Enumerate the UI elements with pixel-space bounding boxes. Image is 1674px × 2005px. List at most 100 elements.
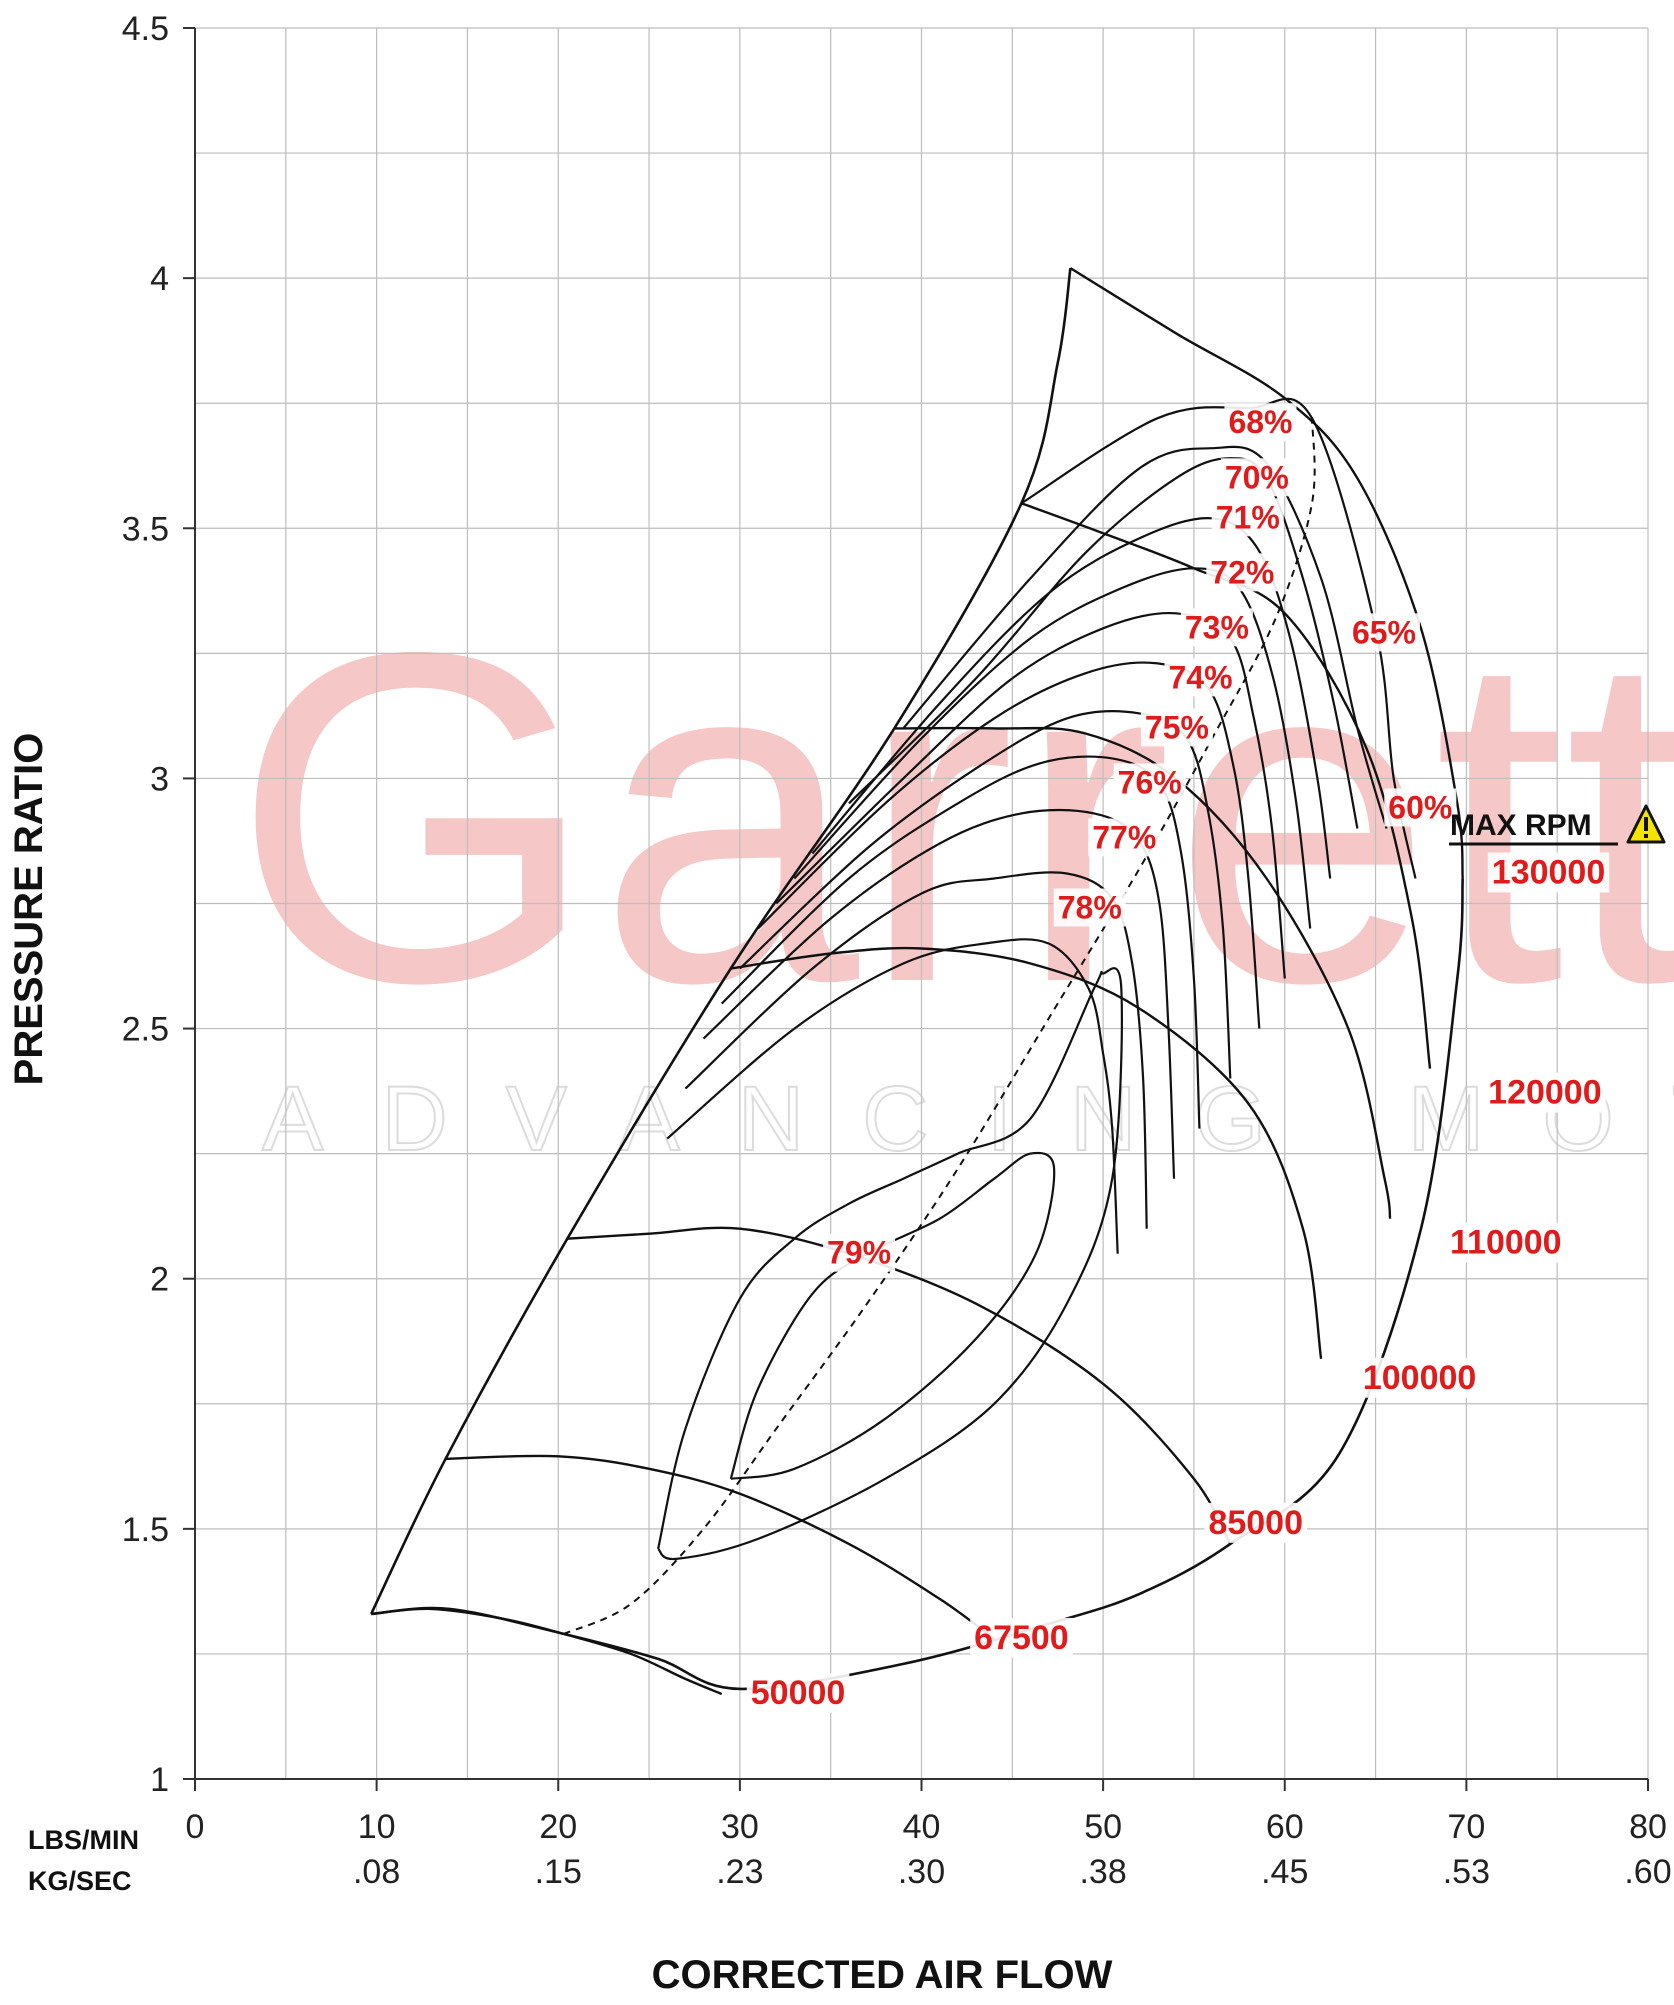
grid <box>194 27 1649 1780</box>
efficiency-label-78-group: 78% <box>1053 888 1126 927</box>
efficiency-label-72-bg <box>1206 553 1279 592</box>
efficiency-label-71: 71% <box>1216 499 1280 535</box>
speed-label-130000: 130000 <box>1492 853 1605 891</box>
max-rpm-label: MAX RPM <box>1450 809 1592 842</box>
efficiency-contour-70 <box>811 517 1332 879</box>
efficiency-label-77-bg <box>1088 818 1161 857</box>
efficiency-label-77: 77% <box>1092 819 1156 855</box>
speed-label-100000-group: 100000 <box>1358 1357 1481 1398</box>
x-tick-label: 50 <box>1084 1808 1122 1846</box>
speed-label-50000: 50000 <box>751 1674 846 1712</box>
max-rpm-marker: MAX RPM <box>1449 804 1666 846</box>
x-tick-label-secondary: .08 <box>353 1853 400 1891</box>
axes: 1 1.5 2 2.5 3 3.5 4 4.5 0 10 .08 20 .15 30 .23 40 .30 50.… <box>122 10 1672 1891</box>
x-tick-label: 60 <box>1266 1808 1304 1846</box>
speed-label-85000: 85000 <box>1208 1504 1303 1542</box>
x-tick-label-secondary: .45 <box>1261 1853 1308 1891</box>
efficiency-label-65: 65% <box>1352 614 1416 650</box>
speed-line-120000 <box>1020 502 1432 1069</box>
efficiency-label-74-bg <box>1164 658 1237 697</box>
speed-label-85000-group: 85000 <box>1204 1502 1308 1543</box>
efficiency-label-79-bg <box>823 1233 896 1272</box>
efficiency-label-60-bg <box>1384 788 1457 827</box>
y-tick-label: 4 <box>150 260 169 298</box>
efficiency-contour-75 <box>720 755 1201 1129</box>
speed-line-110000 <box>894 726 1392 1219</box>
efficiency-label-76: 76% <box>1118 764 1182 800</box>
speed-line-67500 <box>445 1454 995 1640</box>
efficiency-label-71-group: 71% <box>1211 498 1284 537</box>
efficiency-label-75-bg <box>1140 708 1213 747</box>
efficiency-label-78: 78% <box>1058 890 1122 926</box>
efficiency-contour-76 <box>702 808 1176 1179</box>
speed-label-85000-bg <box>1204 1502 1308 1543</box>
efficiency-contour-78 <box>666 938 1119 1254</box>
speed-line-130000 <box>1069 267 1464 879</box>
efficiency-label-65-group: 65% <box>1347 613 1420 652</box>
speed-label-120000-group: 120000 <box>1484 1072 1606 1113</box>
y-tick-label: 1 <box>150 1761 169 1799</box>
map-curves <box>370 267 1464 1696</box>
efficiency-label-75-group: 75% <box>1140 708 1213 747</box>
watermark-tagline: ADVANCING MOTION <box>262 1068 1674 1170</box>
curve-labels: 68% 70% 71% 72% 73% 74% 75% 76% 77% 78% 79% 65% 60% 1… <box>746 403 1610 1713</box>
y-tick-label: 4.5 <box>122 10 169 48</box>
efficiency-label-72-group: 72% <box>1206 553 1279 592</box>
x-tick-label: 40 <box>903 1808 941 1846</box>
efficiency-label-78-bg <box>1053 888 1126 927</box>
efficiency-label-77-group: 77% <box>1088 818 1161 857</box>
y-tick-label: 2.5 <box>122 1011 169 1049</box>
efficiency-label-74-group: 74% <box>1164 658 1237 697</box>
efficiency-label-70-bg <box>1220 458 1293 497</box>
x-tick-label: 20 <box>539 1808 577 1846</box>
efficiency-label-60-group: 60% <box>1384 788 1457 827</box>
choke-line <box>371 878 1464 1691</box>
y-axis-title: PRESSURE RATIO <box>7 733 51 1086</box>
x-tick-label: 30 <box>721 1808 759 1846</box>
max-efficiency-path-line <box>563 418 1316 1635</box>
speed-label-110000: 110000 <box>1450 1224 1562 1262</box>
efficiency-contour-79 <box>657 967 1123 1561</box>
efficiency-label-73: 73% <box>1185 609 1249 645</box>
efficiency-label-73-group: 73% <box>1180 608 1253 647</box>
x-tick-label-secondary: .53 <box>1443 1853 1490 1891</box>
efficiency-label-68-bg <box>1224 403 1297 442</box>
surge-line <box>370 267 1072 1615</box>
speed-line-85000 <box>567 1226 1232 1545</box>
efficiency-label-65-bg <box>1347 613 1420 652</box>
efficiency-label-76-bg <box>1113 763 1186 802</box>
x-axis-title: CORRECTED AIR FLOW <box>652 1953 1113 1997</box>
speed-label-120000-bg <box>1484 1072 1606 1113</box>
x-tick-label: 10 <box>358 1808 396 1846</box>
efficiency-contour-73 <box>757 661 1261 1029</box>
efficiency-contour <box>729 1151 1056 1480</box>
speed-label-50000-group: 50000 <box>746 1672 850 1713</box>
efficiency-label-79: 79% <box>827 1235 891 1271</box>
x-unit-primary: LBS/MIN <box>28 1825 139 1855</box>
efficiency-label-73-bg <box>1180 608 1253 647</box>
watermark: Garrett ADVANCING MOTION <box>232 555 1674 1171</box>
speed-line-100000 <box>730 946 1323 1359</box>
efficiency-label-76-group: 76% <box>1113 763 1186 802</box>
efficiency-contour-60 <box>1020 397 1417 879</box>
speed-label-130000-group: 130000 <box>1487 852 1610 893</box>
efficiency-label-70-group: 70% <box>1220 458 1293 497</box>
efficiency-label-70: 70% <box>1225 459 1289 495</box>
efficiency-label-71-bg <box>1211 498 1284 537</box>
y-tick-label: 1.5 <box>122 1511 169 1549</box>
speed-label-110000-bg <box>1446 1222 1566 1263</box>
efficiency-contour-77 <box>684 871 1148 1229</box>
speed-label-67500-bg <box>970 1617 1073 1658</box>
efficiency-contour-72 <box>775 611 1286 979</box>
efficiency-contour-74 <box>739 709 1232 1079</box>
efficiency-label-68: 68% <box>1228 404 1292 440</box>
efficiency-label-68-group: 68% <box>1224 403 1297 442</box>
x-tick-label-secondary: .30 <box>898 1853 945 1891</box>
efficiency-label-74: 74% <box>1169 659 1233 695</box>
x-tick-label-secondary: .23 <box>716 1853 763 1891</box>
x-tick-label: 70 <box>1447 1808 1485 1846</box>
speed-label-120000: 120000 <box>1488 1074 1601 1112</box>
efficiency-label-75: 75% <box>1145 709 1209 745</box>
